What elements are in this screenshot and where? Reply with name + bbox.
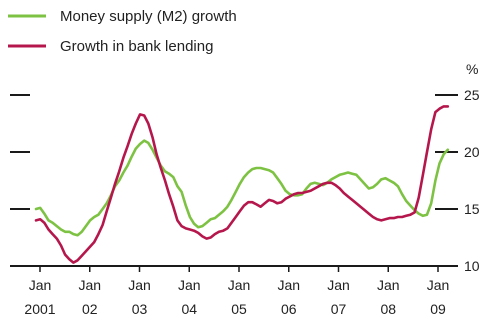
axes: 10 15 20 25 Jan 2001 Jan 02 Jan 03 Jan 04 Jan 05 Jan 06… bbox=[10, 87, 480, 317]
legend-label-money-supply: Money supply (M2) growth bbox=[60, 8, 237, 25]
y-tick-label: 25 bbox=[464, 87, 480, 103]
legend: Money supply (M2) growth Growth in bank … bbox=[8, 8, 237, 55]
x-tick-label-month: Jan bbox=[377, 277, 400, 293]
x-tick-label-year: 03 bbox=[132, 301, 148, 317]
x-tick-label-month: Jan bbox=[277, 277, 300, 293]
x-tick-label-month: Jan bbox=[427, 277, 450, 293]
x-tick-label-year: 02 bbox=[82, 301, 98, 317]
x-tick-label-year: 04 bbox=[181, 301, 197, 317]
x-tick-label-year: 05 bbox=[231, 301, 247, 317]
x-tick-label-year: 07 bbox=[331, 301, 347, 317]
x-tick-label-month: Jan bbox=[178, 277, 201, 293]
legend-label-bank-lending: Growth in bank lending bbox=[60, 38, 213, 55]
y-axis-unit: % bbox=[466, 61, 478, 77]
y-tick-label: 10 bbox=[464, 258, 480, 274]
series-line-money-supply bbox=[34, 139, 450, 237]
y-tick-label: 15 bbox=[464, 201, 480, 217]
x-tick-label-month: Jan bbox=[327, 277, 350, 293]
x-tick-label-month: Jan bbox=[29, 277, 52, 293]
series-line-bank-lending bbox=[34, 105, 450, 264]
x-tick-label-month: Jan bbox=[78, 277, 101, 293]
x-tick-label-year: 2001 bbox=[24, 301, 55, 317]
x-tick-label-year: 09 bbox=[430, 301, 446, 317]
series-layer bbox=[34, 105, 450, 264]
x-tick-label-year: 08 bbox=[380, 301, 396, 317]
x-tick-label-month: Jan bbox=[128, 277, 151, 293]
y-tick-label: 20 bbox=[464, 144, 480, 160]
x-tick-label-year: 06 bbox=[281, 301, 297, 317]
x-tick-label-month: Jan bbox=[228, 277, 251, 293]
